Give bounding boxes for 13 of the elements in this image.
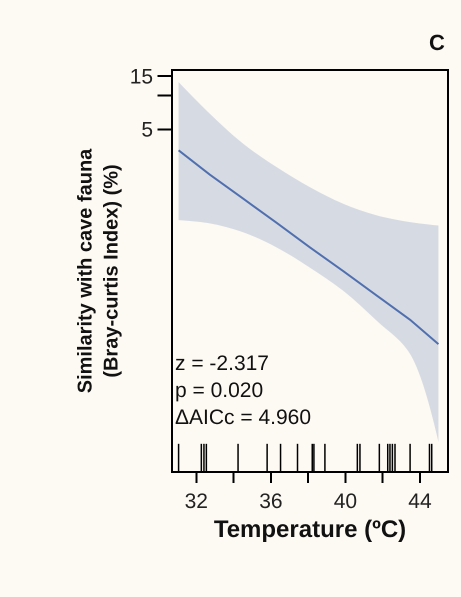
annotation: z = -2.317 xyxy=(175,352,269,375)
x-tick-label: 44 xyxy=(408,490,432,513)
chart-title: C xyxy=(429,30,445,55)
y-tick-label: 5 xyxy=(141,118,154,142)
y-tick-label: 15 xyxy=(130,65,154,88)
x-tick-label: 36 xyxy=(259,490,283,513)
x-axis-title: Temperature (ºC) xyxy=(214,516,406,543)
y-axis-title: Similarity with cave fauna (Bray-curtis Index) (%) xyxy=(74,148,123,394)
line-series xyxy=(178,149,440,346)
annotation: p = 0.020 xyxy=(175,379,264,402)
annotation: ΔAICc = 4.960 xyxy=(175,406,312,429)
x-tick-label: 32 xyxy=(184,490,208,513)
x-tick-label: 40 xyxy=(334,490,358,513)
